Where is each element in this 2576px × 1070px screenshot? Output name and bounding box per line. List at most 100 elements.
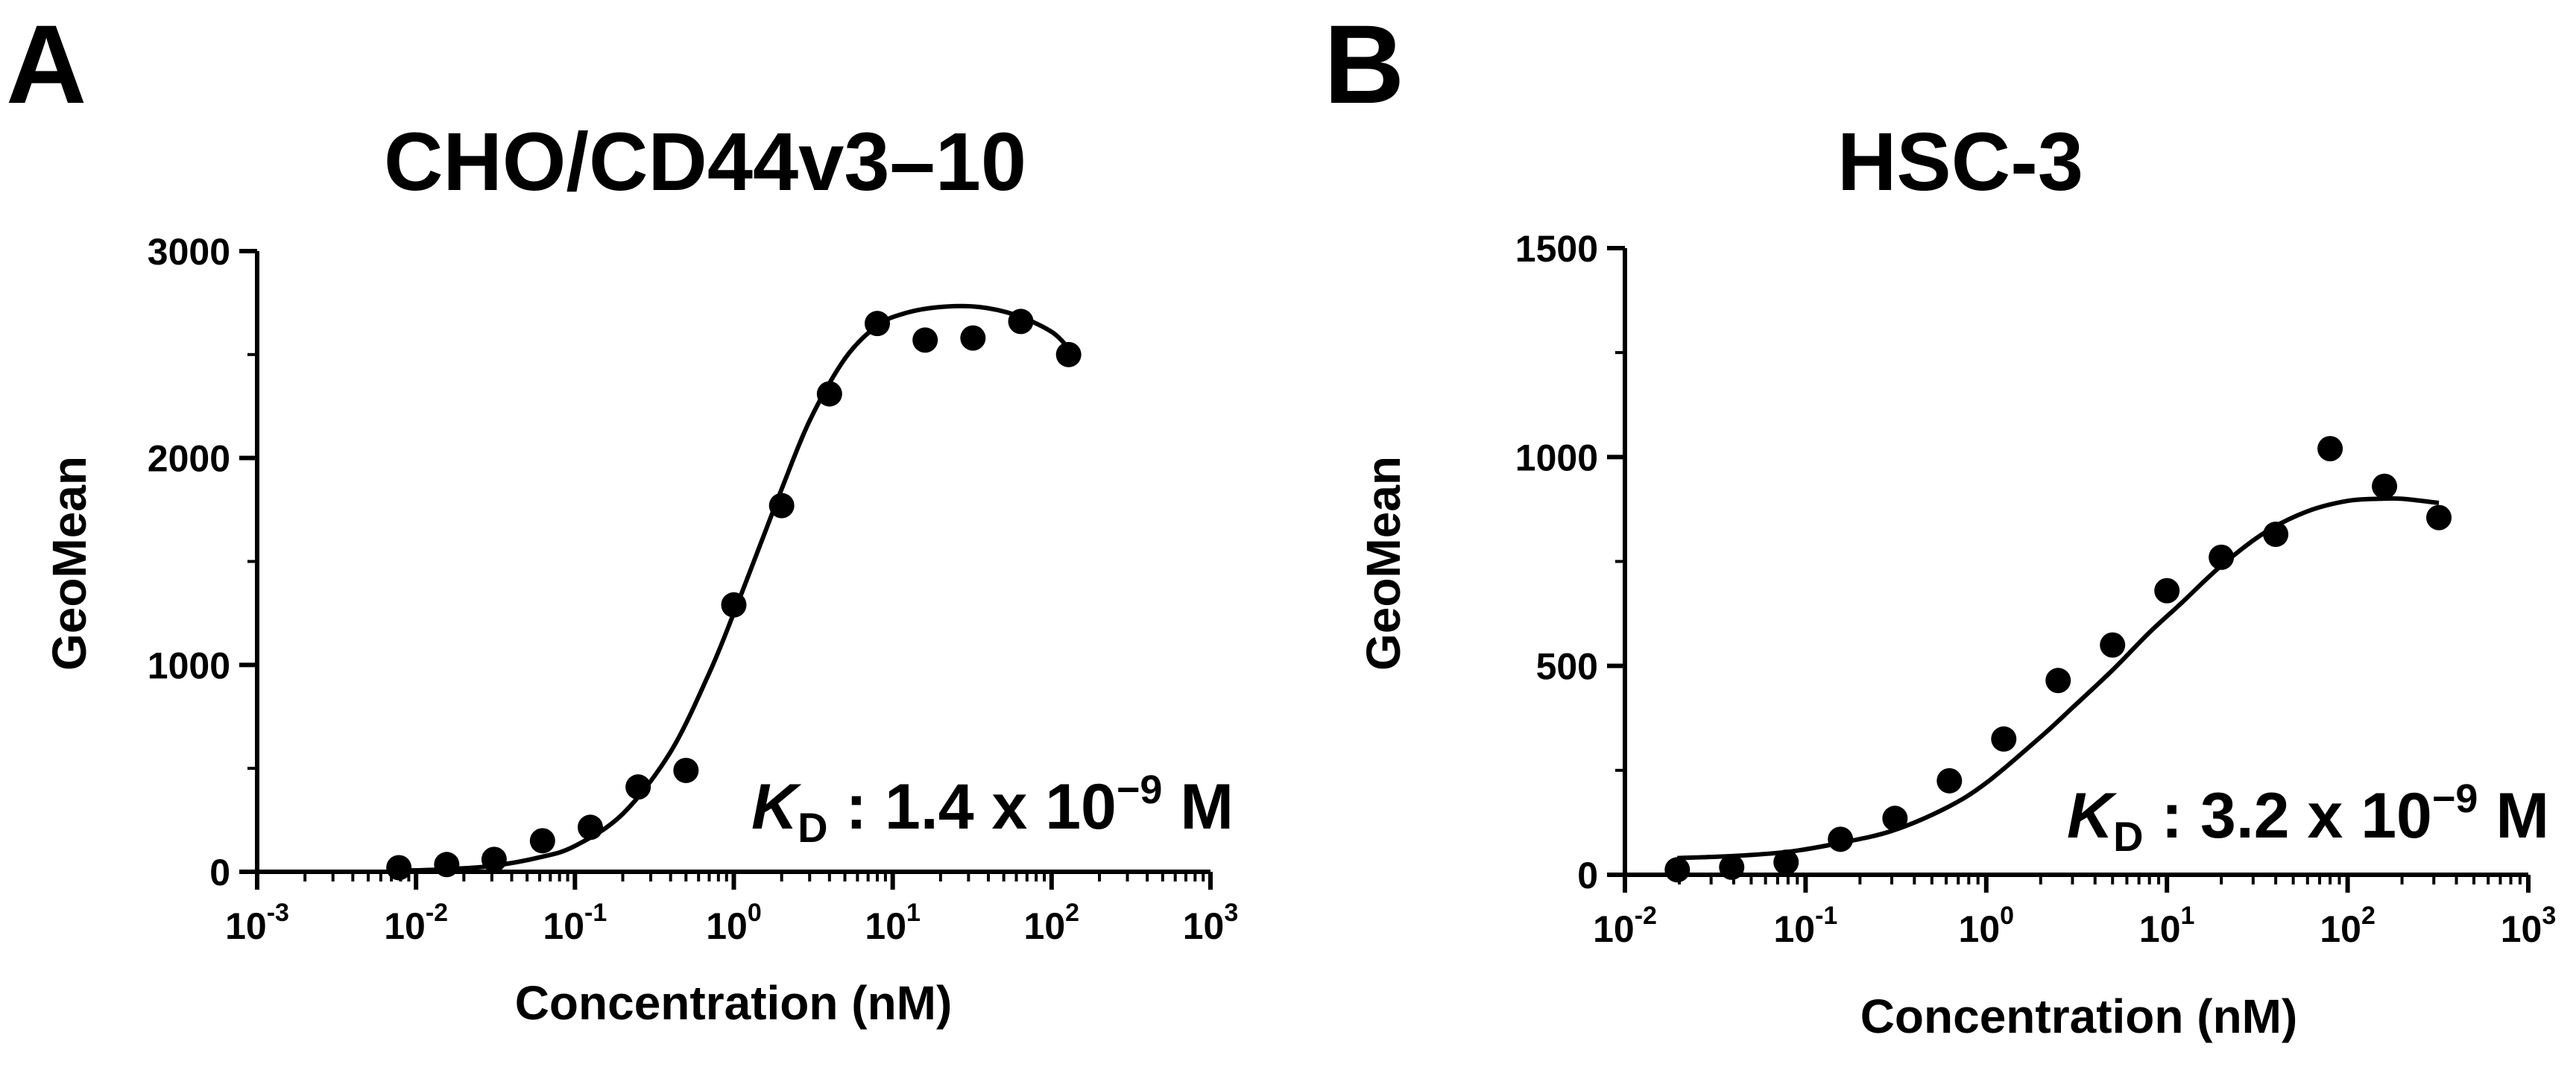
data-point: [816, 381, 842, 407]
kd-unit: M: [1162, 771, 1234, 843]
x-tick-exponent: -1: [584, 899, 607, 927]
x-tick-exponent: -3: [267, 899, 289, 927]
panel-b-kd-annotation: KD : 3.2 x 10−9 M: [2067, 776, 2549, 860]
data-point: [1936, 767, 1963, 794]
y-tick-label: 1000: [148, 645, 230, 686]
x-tick-label: 100: [1959, 902, 2015, 950]
x-tick-base: 10: [2501, 908, 2542, 950]
panel-b-x-ticks: 10-2 10-1 100 101 102 103: [1593, 875, 2556, 950]
data-point: [960, 325, 986, 351]
data-point: [1828, 826, 1854, 852]
x-tick-base: 10: [225, 905, 267, 947]
y-tick-label: 1500: [1515, 228, 1598, 270]
x-tick-label: 10-2: [1593, 902, 1657, 950]
data-point: [1719, 854, 1745, 880]
data-point: [529, 828, 555, 854]
data-point: [481, 846, 507, 873]
panel-a: A CHO/CD44v3–10 10-3 10-2 10-1 100 101 102 103…: [6, 1, 1238, 1030]
x-tick-base: 10: [706, 905, 748, 947]
x-tick-label: 100: [706, 899, 762, 947]
y-tick-label: 2000: [148, 438, 230, 480]
data-point: [2317, 436, 2343, 462]
panel-b-data-points: [1664, 436, 2452, 883]
x-tick-label: 101: [2139, 902, 2195, 950]
x-tick-exponent: 3: [1224, 899, 1238, 927]
data-point: [625, 774, 651, 800]
data-point: [673, 757, 699, 783]
data-point: [577, 814, 603, 841]
panel-a-title: CHO/CD44v3–10: [384, 116, 1026, 208]
x-tick-exponent: 2: [2361, 902, 2375, 930]
kd-symbol: K: [751, 771, 802, 843]
x-tick-exponent: 0: [2000, 902, 2014, 930]
kd-value: : 3.2 x 10: [2144, 780, 2432, 852]
data-point: [721, 592, 747, 618]
panel-a-data-points: [386, 308, 1082, 881]
x-tick-base: 10: [1959, 908, 2001, 950]
y-tick-label: 500: [1536, 646, 1598, 688]
x-tick-base: 10: [2320, 908, 2361, 950]
panel-a-x-axis-label: Concentration (nM): [515, 976, 953, 1030]
data-point: [2154, 577, 2180, 604]
x-tick-exponent: 0: [748, 899, 762, 927]
data-point: [912, 327, 938, 353]
x-tick-label: 10-3: [225, 899, 289, 947]
data-point: [2263, 522, 2289, 548]
x-tick-exponent: -2: [426, 899, 448, 927]
data-point: [1055, 341, 1082, 367]
data-point: [2045, 668, 2071, 694]
kd-subscript: D: [2113, 813, 2143, 860]
panel-a-fit-curve: [399, 303, 1070, 873]
x-tick-base: 10: [543, 905, 584, 947]
data-point: [865, 311, 891, 337]
kd-value: : 1.4 x 10: [828, 771, 1117, 843]
y-tick-label: 0: [209, 852, 230, 893]
panel-b-y-ticks: 0 500 1000 1500: [1515, 228, 1625, 896]
panel-b-letter: B: [1324, 1, 1404, 127]
panel-a-y-ticks: 0 1000 2000 3000: [148, 231, 257, 893]
x-tick-base: 10: [2139, 908, 2181, 950]
panel-a-x-ticks: 10-3 10-2 10-1 100 101 102 103: [225, 872, 1238, 947]
data-point: [1008, 308, 1034, 335]
x-tick-base: 10: [1593, 908, 1635, 950]
data-point: [1773, 849, 1799, 876]
x-tick-exponent: -1: [1815, 902, 1837, 930]
panel-b-x-axis-label: Concentration (nM): [1860, 990, 2298, 1043]
x-tick-exponent: -2: [1635, 902, 1657, 930]
panel-a-y-axis-label: GeoMean: [42, 456, 96, 671]
panel-b-title: HSC-3: [1837, 116, 2083, 208]
x-tick-base: 10: [865, 905, 906, 947]
x-tick-label: 101: [865, 899, 921, 947]
kd-exponent: −9: [2432, 776, 2478, 821]
data-point: [2209, 544, 2235, 570]
x-tick-label: 103: [1183, 899, 1239, 947]
kd-subscript: D: [798, 804, 827, 851]
kd-unit: M: [2478, 780, 2549, 852]
data-point: [2100, 632, 2126, 658]
data-point: [1664, 857, 1690, 883]
y-tick-label: 1000: [1515, 437, 1598, 478]
x-tick-label: 10-1: [1773, 902, 1837, 950]
x-tick-base: 10: [1024, 905, 1066, 947]
data-point: [1991, 726, 2017, 752]
x-tick-exponent: 3: [2542, 902, 2556, 930]
data-point: [2372, 473, 2398, 499]
x-tick-label: 103: [2501, 902, 2557, 950]
data-point: [2426, 504, 2452, 531]
x-tick-base: 10: [384, 905, 426, 947]
data-point: [768, 493, 795, 519]
x-tick-exponent: 2: [1065, 899, 1079, 927]
x-tick-label: 10-1: [543, 899, 607, 947]
x-tick-exponent: 1: [906, 899, 921, 927]
x-tick-exponent: 1: [2181, 902, 2195, 930]
x-tick-base: 10: [1773, 908, 1815, 950]
data-point: [386, 855, 412, 881]
x-tick-label: 10-2: [384, 899, 448, 947]
x-tick-label: 102: [1024, 899, 1080, 947]
y-tick-label: 3000: [148, 231, 230, 273]
x-tick-label: 102: [2320, 902, 2375, 950]
data-point: [434, 852, 460, 878]
kd-symbol: K: [2067, 780, 2118, 852]
data-point: [1882, 805, 1908, 832]
